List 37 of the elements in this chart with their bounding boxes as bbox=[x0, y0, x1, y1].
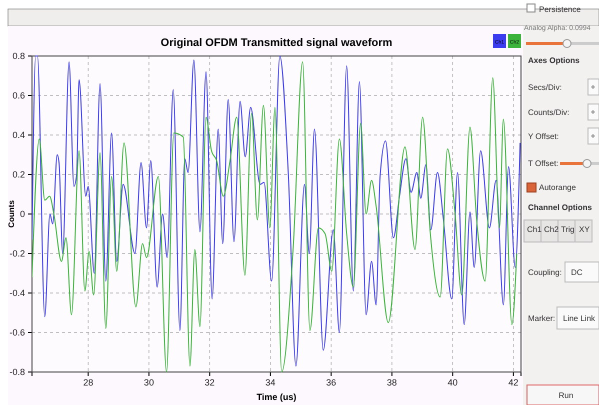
chart-title: Original OFDM Transmitted signal waveform bbox=[160, 37, 393, 49]
text: Autorange bbox=[539, 183, 576, 192]
y-tick-label: -0.6 bbox=[9, 327, 25, 338]
text: Line Link bbox=[563, 314, 596, 323]
text: XY bbox=[579, 225, 590, 234]
text: Ch2 bbox=[544, 225, 560, 234]
text: Channel Options bbox=[528, 203, 593, 212]
text: Persistence bbox=[539, 5, 582, 14]
x-tick-label: 34 bbox=[265, 377, 276, 388]
text: Ch1 bbox=[527, 225, 542, 234]
x-tick-label: 40 bbox=[448, 377, 458, 388]
y-axis-title: Counts bbox=[7, 200, 16, 228]
text: Run bbox=[558, 391, 574, 400]
y-tick-label: 0.6 bbox=[12, 90, 25, 100]
text: T Offset: bbox=[528, 159, 558, 168]
y-tick-label: -0.4 bbox=[9, 288, 25, 298]
text: Marker: bbox=[528, 314, 556, 323]
y-tick-label: 0 bbox=[20, 208, 25, 219]
y-tick-label: 0.8 bbox=[12, 50, 25, 61]
text: Y Offset: bbox=[528, 132, 559, 141]
y-tick-label: -0.2 bbox=[9, 248, 25, 258]
x-axis-title: Time (us) bbox=[256, 392, 296, 402]
y-tick-label: 0.2 bbox=[12, 169, 25, 180]
text: Secs/Div: bbox=[528, 83, 562, 92]
x-tick-label: 42 bbox=[508, 377, 518, 388]
text: Trig bbox=[561, 225, 574, 234]
x-tick-label: 32 bbox=[204, 377, 215, 388]
x-tick-label: 38 bbox=[386, 377, 397, 388]
text: DC bbox=[571, 268, 583, 277]
text: Axes Options bbox=[528, 56, 580, 65]
x-tick-label: 28 bbox=[83, 377, 94, 388]
x-tick-label: 36 bbox=[326, 377, 336, 388]
text: Coupling: bbox=[528, 268, 562, 277]
text: Counts/Div: bbox=[528, 108, 570, 117]
y-tick-label: 0.4 bbox=[12, 130, 25, 140]
x-tick-label: 30 bbox=[144, 377, 154, 388]
y-tick-label: -0.8 bbox=[9, 366, 25, 377]
